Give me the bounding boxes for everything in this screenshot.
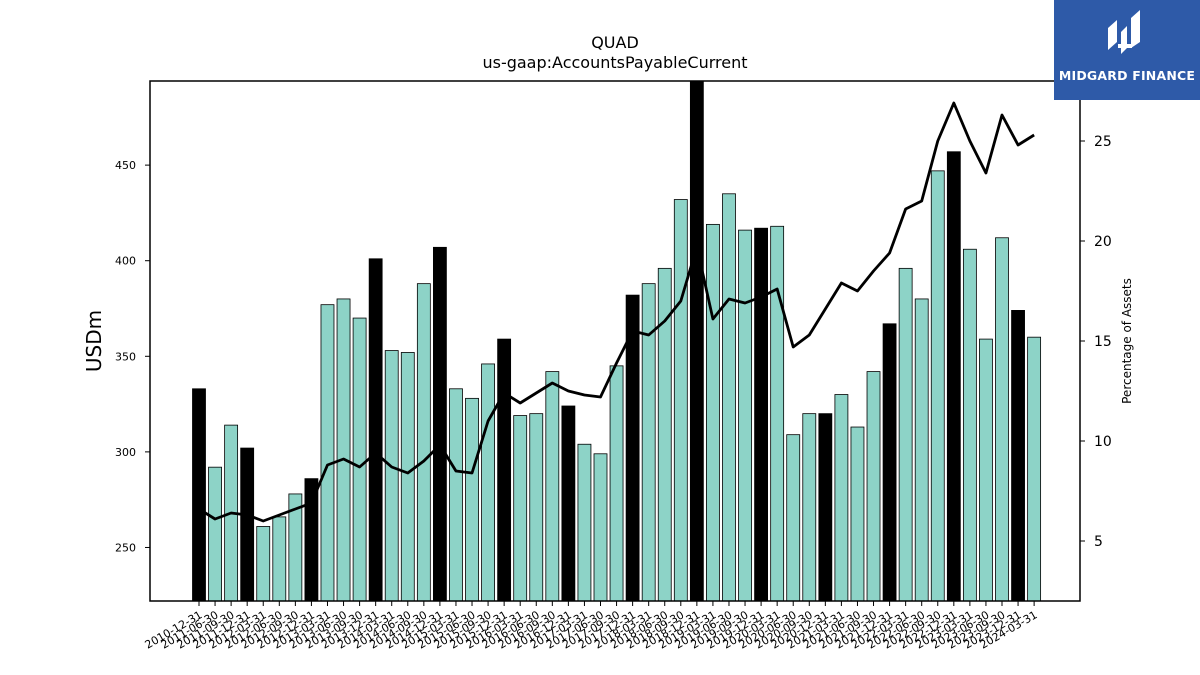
y-tick-label: 350 [115, 350, 136, 363]
bar [866, 371, 881, 602]
bar [689, 80, 704, 602]
bar [272, 516, 287, 602]
y-axis-label: USDm [82, 310, 106, 372]
bar [609, 365, 624, 602]
bar [336, 298, 351, 602]
bar [497, 338, 512, 602]
bar [352, 317, 367, 602]
bar [449, 388, 463, 602]
bar [754, 227, 768, 602]
y2-tick-label: 10 [1094, 434, 1112, 450]
bar [786, 434, 801, 602]
bar [995, 237, 1009, 602]
y-axis: 250 300 350 400 450 [115, 159, 150, 554]
bar [850, 426, 865, 602]
bar [914, 298, 929, 602]
bar [256, 526, 271, 602]
bar [802, 413, 817, 602]
chart-subtitle: us-gaap:AccountsPayableCurrent [482, 53, 747, 72]
bar [465, 397, 479, 602]
bar [1011, 310, 1025, 602]
bar [738, 229, 752, 602]
y-tick-label: 250 [115, 541, 136, 554]
bar [240, 447, 255, 602]
y-tick-label: 300 [115, 446, 136, 459]
bar [400, 352, 415, 602]
y2-tick-label: 25 [1094, 134, 1112, 150]
logo-text: MIDGARD FINANCE [1058, 68, 1196, 83]
bar [432, 246, 447, 602]
bar [834, 394, 849, 602]
y2-axis: 5 10 15 20 25 [1080, 134, 1112, 550]
bar [561, 405, 576, 602]
bar [384, 350, 399, 602]
bar [898, 267, 913, 602]
bar [962, 248, 977, 602]
y-tick-label: 450 [115, 159, 136, 172]
y2-tick-label: 15 [1094, 334, 1112, 350]
bar [513, 415, 528, 602]
x-axis: 2010-12-312011-06-302011-09-302011-12-31… [143, 601, 1040, 652]
bar [722, 193, 736, 602]
y2-axis-label: Percentage of Assets [1120, 278, 1134, 404]
bar [529, 413, 544, 602]
bar [416, 283, 431, 602]
chart-title: QUAD [591, 33, 639, 52]
percentage-line [198, 101, 1035, 523]
bar [946, 151, 961, 602]
bar [593, 453, 608, 602]
bar [320, 304, 335, 602]
bar [545, 371, 560, 602]
bar [673, 199, 688, 602]
bar [368, 258, 383, 602]
bar [930, 170, 945, 602]
bar [706, 223, 720, 602]
y2-tick-label: 5 [1094, 534, 1103, 550]
bar [657, 267, 672, 602]
bar [979, 338, 993, 602]
line-group [198, 101, 1035, 523]
bar [304, 478, 319, 602]
bar-group [192, 80, 1042, 602]
bar [818, 413, 833, 602]
bar [208, 466, 222, 602]
bar [481, 363, 495, 602]
midgard-logo-icon [1108, 10, 1140, 54]
bar [770, 225, 785, 602]
bar [192, 388, 206, 602]
bar [882, 323, 897, 602]
brand-logo: MIDGARD FINANCE [1054, 0, 1200, 100]
y-tick-label: 400 [115, 255, 136, 268]
bar [577, 443, 592, 602]
y2-tick-label: 20 [1094, 234, 1112, 250]
bar [1027, 336, 1042, 602]
